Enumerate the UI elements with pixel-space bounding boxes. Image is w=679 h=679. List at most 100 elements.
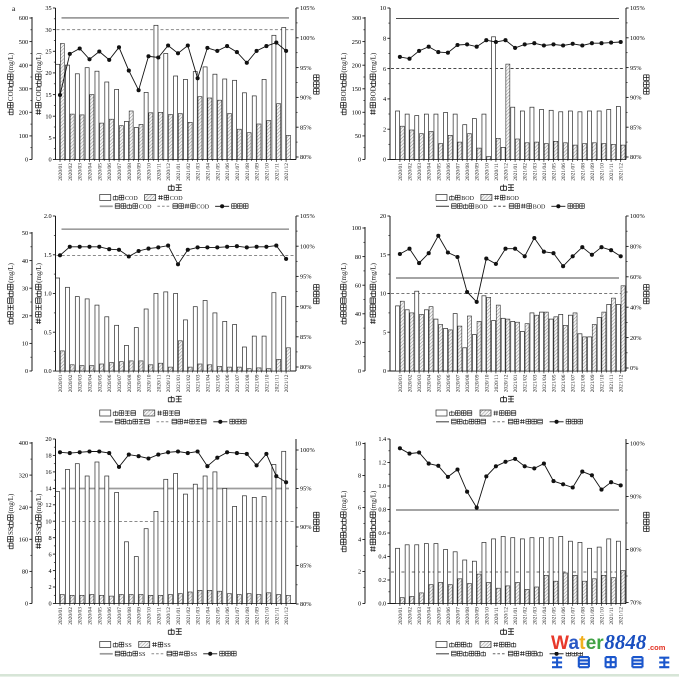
svg-text:40: 40 [355, 311, 361, 318]
svg-text:4: 4 [383, 96, 387, 103]
svg-text:2021/04: 2021/04 [205, 374, 211, 392]
svg-text:300: 300 [352, 15, 361, 22]
svg-text:300: 300 [19, 86, 28, 93]
svg-text:1.0: 1.0 [378, 483, 386, 490]
svg-text:2021/02: 2021/02 [186, 374, 192, 392]
svg-text:2020/10: 2020/10 [147, 163, 153, 181]
svg-text:90%: 90% [300, 304, 312, 311]
svg-text:2020/12: 2020/12 [166, 607, 172, 625]
svg-text:12: 12 [45, 502, 51, 509]
svg-text:(mg/L): (mg/L) [370, 52, 378, 72]
svg-text:5: 5 [49, 135, 52, 142]
svg-text:2020/02: 2020/02 [408, 163, 414, 181]
svg-text:95%: 95% [300, 274, 312, 281]
svg-text:2021/02: 2021/02 [523, 163, 529, 181]
svg-text:2020/05: 2020/05 [436, 374, 442, 392]
svg-text:BOD: BOD [340, 86, 348, 101]
svg-text:2021/08: 2021/08 [245, 607, 251, 625]
svg-text:90%: 90% [630, 95, 642, 102]
svg-text:2020/11: 2020/11 [156, 163, 162, 181]
svg-text:80%: 80% [300, 364, 312, 371]
svg-text:2021/07: 2021/07 [571, 607, 577, 625]
svg-text:6: 6 [358, 505, 361, 512]
svg-text:2020/04: 2020/04 [427, 374, 433, 392]
svg-text:2021/05: 2021/05 [215, 374, 221, 392]
svg-text:16: 16 [45, 469, 51, 476]
svg-text:2021/12: 2021/12 [619, 607, 625, 625]
svg-text:0: 0 [25, 368, 28, 375]
svg-text:COD: COD [170, 196, 183, 202]
svg-text:2021/01: 2021/01 [176, 163, 182, 181]
svg-text:2021/10: 2021/10 [264, 374, 270, 392]
svg-text:2020/02: 2020/02 [408, 374, 414, 392]
svg-text:2021/12: 2021/12 [619, 163, 625, 181]
svg-text:2021/01: 2021/01 [513, 163, 519, 181]
svg-text:2021/06: 2021/06 [225, 374, 231, 392]
svg-text:2021/10: 2021/10 [600, 163, 606, 181]
svg-text:2020/04: 2020/04 [427, 163, 433, 181]
svg-text:90%: 90% [300, 524, 312, 531]
svg-text:10: 10 [45, 519, 51, 526]
svg-text:2020/08: 2020/08 [465, 607, 471, 625]
svg-text:4: 4 [49, 568, 53, 575]
svg-text:20: 20 [380, 213, 386, 220]
svg-text:2020/09: 2020/09 [475, 374, 481, 392]
svg-text:BOD: BOD [533, 205, 546, 211]
svg-text:95%: 95% [630, 65, 642, 72]
svg-text:0.8: 0.8 [378, 507, 386, 514]
svg-text:BOD: BOD [461, 196, 474, 202]
svg-text:2020/10: 2020/10 [484, 163, 490, 181]
svg-text:2020/06: 2020/06 [107, 163, 113, 181]
svg-text:e: e [586, 633, 597, 654]
svg-text:2021/07: 2021/07 [235, 163, 241, 181]
svg-text:80%: 80% [630, 547, 642, 554]
svg-text:2020/09: 2020/09 [475, 163, 481, 181]
svg-text:SS: SS [125, 643, 132, 649]
svg-text:0: 0 [383, 157, 386, 164]
svg-text:80: 80 [22, 569, 28, 576]
svg-text:80%: 80% [300, 154, 312, 161]
svg-text:2021/07: 2021/07 [571, 163, 577, 181]
svg-text:a: a [12, 4, 16, 13]
svg-text:100%: 100% [630, 35, 645, 42]
svg-text:2020/07: 2020/07 [456, 374, 462, 392]
svg-text:2020/08: 2020/08 [127, 374, 133, 392]
svg-text:10: 10 [380, 5, 386, 12]
svg-text:100%: 100% [630, 441, 645, 448]
svg-text:2021/02: 2021/02 [186, 607, 192, 625]
svg-text:200: 200 [352, 62, 361, 69]
svg-text:0.0: 0.0 [44, 368, 52, 375]
svg-text:2020/12: 2020/12 [166, 374, 172, 392]
svg-text:2021/06: 2021/06 [561, 374, 567, 392]
svg-text:2021/05: 2021/05 [552, 607, 558, 625]
svg-text:2021/12: 2021/12 [284, 374, 290, 392]
svg-text:400: 400 [19, 62, 28, 69]
svg-text:(mg/L): (mg/L) [340, 52, 348, 72]
svg-text:0.5: 0.5 [44, 329, 52, 336]
svg-text:2020/11: 2020/11 [494, 607, 500, 625]
svg-text:2020/03: 2020/03 [417, 374, 423, 392]
svg-text:0: 0 [49, 157, 52, 164]
svg-text:COD: COD [35, 86, 43, 101]
svg-text:200: 200 [19, 110, 28, 117]
svg-text:2020/05: 2020/05 [436, 163, 442, 181]
svg-text:320: 320 [19, 472, 28, 479]
svg-text:2020/12: 2020/12 [166, 163, 172, 181]
svg-text:2020/07: 2020/07 [117, 607, 123, 625]
svg-text:2020/09: 2020/09 [137, 607, 143, 625]
svg-text:2021/08: 2021/08 [580, 607, 586, 625]
svg-text:2020/07: 2020/07 [117, 374, 123, 392]
svg-text:2020/12: 2020/12 [504, 163, 510, 181]
svg-text:2021/02: 2021/02 [523, 607, 529, 625]
svg-text:0: 0 [49, 601, 52, 608]
svg-text:2021/06: 2021/06 [225, 607, 231, 625]
svg-text:0%: 0% [630, 365, 639, 372]
svg-text:2020/12: 2020/12 [504, 607, 510, 625]
svg-text:2021/01: 2021/01 [513, 607, 519, 625]
svg-text:2020/11: 2020/11 [494, 163, 500, 181]
svg-text:0.2: 0.2 [378, 577, 386, 584]
svg-text:100%: 100% [300, 447, 315, 454]
svg-text:2021/03: 2021/03 [532, 607, 538, 625]
svg-text:95%: 95% [300, 486, 312, 493]
svg-text:2020/11: 2020/11 [156, 607, 162, 625]
